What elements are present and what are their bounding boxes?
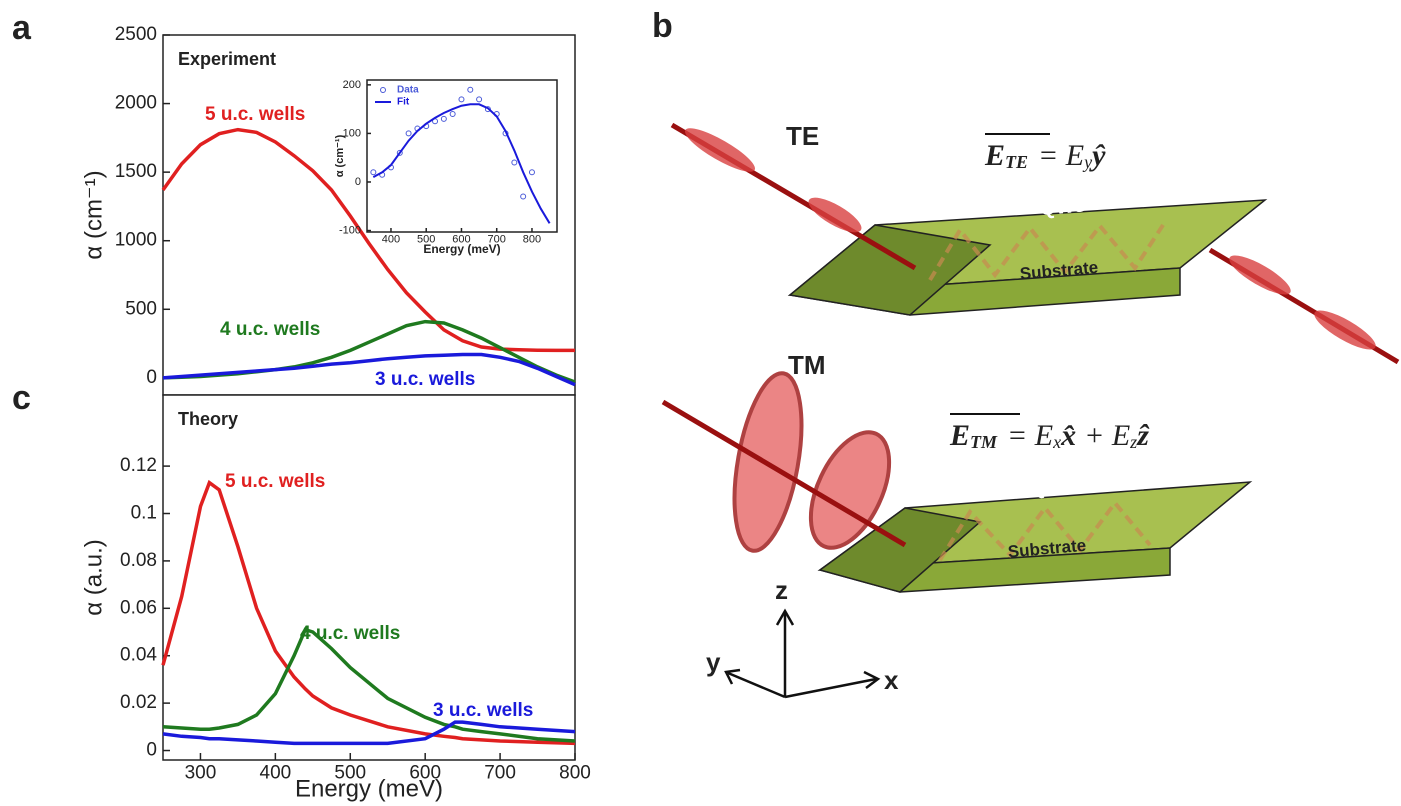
qw-zigzag <box>928 220 1167 282</box>
panel-label: a <box>12 9 32 47</box>
y-tick-label: -100 <box>339 224 361 236</box>
data-point <box>528 169 535 176</box>
x-tick-label: 600 <box>409 762 441 783</box>
series-label: 5 u.c. wells <box>205 104 305 125</box>
te-label: TE <box>786 121 819 151</box>
tm-equation: ETM = Exx̂ + Ezẑ <box>949 419 1150 452</box>
y-axis-label: α (a.u.) <box>80 539 107 616</box>
x-tick-label: 800 <box>523 234 541 246</box>
x-tick-label: 500 <box>417 234 435 246</box>
data-point <box>476 96 483 103</box>
y-tick-label: 0 <box>146 367 157 388</box>
beam <box>661 399 907 548</box>
y-tick-label: 200 <box>343 79 361 91</box>
y-tick-label: 500 <box>125 298 157 319</box>
data-point <box>405 130 412 137</box>
series-label: 3 u.c. wells <box>433 700 533 721</box>
x-axis-label: Energy (meV) <box>423 242 500 256</box>
series-label: 3 u.c. wells <box>375 369 475 390</box>
axis-y-label: y <box>706 647 721 677</box>
data-point <box>449 110 456 117</box>
x-tick-label: 300 <box>185 762 217 783</box>
data-point <box>370 169 377 176</box>
series-label: 5 u.c. wells <box>225 471 325 492</box>
qws-label: QWs <box>1039 194 1086 220</box>
x-tick-label: 400 <box>260 762 292 783</box>
series-line <box>162 627 576 743</box>
prism-end <box>818 507 982 593</box>
wave <box>685 128 755 172</box>
axis-z-label: z <box>775 575 788 605</box>
wave <box>1229 255 1291 295</box>
annotation: Experiment <box>178 49 276 69</box>
plot-frame <box>162 394 576 761</box>
diagram: b TE TM ETE = Eyŷ ETM = Exx̂ + Ezẑ QWs Subs… <box>652 7 1400 699</box>
x-tick-label: 700 <box>488 234 506 246</box>
series-line <box>162 352 576 387</box>
tm-label: TM <box>788 350 826 380</box>
x-axis-label: Energy (meV) <box>295 775 443 802</box>
x-tick-label: 500 <box>334 762 366 783</box>
series-line <box>162 720 576 746</box>
annotation: Theory <box>178 409 238 429</box>
y-tick-label: 0.12 <box>120 455 157 476</box>
axis-arrow <box>727 671 786 699</box>
y-tick-label: 0.06 <box>120 597 157 618</box>
data-point <box>458 96 465 103</box>
panel-label: c <box>12 379 31 417</box>
arrowhead <box>863 670 881 689</box>
data-point <box>511 159 518 166</box>
y-tick-label: 0.04 <box>120 645 157 666</box>
y-tick-label: 1000 <box>115 230 157 251</box>
y-tick-label: 100 <box>343 127 361 139</box>
series-label: 4 u.c. wells <box>220 319 320 340</box>
panel-label: b <box>652 7 673 45</box>
y-tick-label: 2500 <box>115 24 157 45</box>
legend-marker <box>380 87 386 93</box>
y-tick-label: 0 <box>355 176 361 188</box>
series-line <box>372 103 551 224</box>
arrowhead <box>724 668 741 685</box>
wave <box>808 430 892 550</box>
y-tick-label: 0.08 <box>120 550 157 571</box>
x-tick-label: 400 <box>382 234 400 246</box>
series-label: 4 u.c. wells <box>300 623 400 644</box>
legend-label: Data <box>397 85 419 96</box>
arrowhead <box>775 608 795 626</box>
data-point <box>484 106 491 113</box>
x-tick-label: 700 <box>484 762 516 783</box>
y-tick-label: 0.02 <box>120 692 157 713</box>
data-point <box>467 86 474 93</box>
x-tick-label: 600 <box>452 234 470 246</box>
y-tick-label: 2000 <box>115 93 157 114</box>
y-axis-label: α (cm⁻¹) <box>334 134 346 177</box>
legend-label: Fit <box>397 97 410 108</box>
y-tick-label: 0 <box>146 740 157 761</box>
y-axis-label: α (cm⁻¹) <box>80 170 107 259</box>
data-point <box>440 115 447 122</box>
plot-frame <box>366 79 558 233</box>
wave <box>1314 310 1376 350</box>
prism-end <box>788 224 992 316</box>
x-tick-label: 800 <box>559 762 591 783</box>
data-point <box>396 149 403 156</box>
data-point <box>520 193 527 200</box>
y-tick-label: 1500 <box>115 161 157 182</box>
series-line <box>161 479 576 746</box>
y-tick-label: 0.1 <box>131 503 157 524</box>
qw-zigzag <box>938 499 1152 562</box>
te-equation: ETE = Eyŷ <box>984 139 1106 172</box>
qws-label: QWs <box>1029 474 1076 500</box>
wave <box>808 197 862 233</box>
axis-arrow <box>784 677 877 699</box>
axis-x-label: x <box>884 665 899 695</box>
